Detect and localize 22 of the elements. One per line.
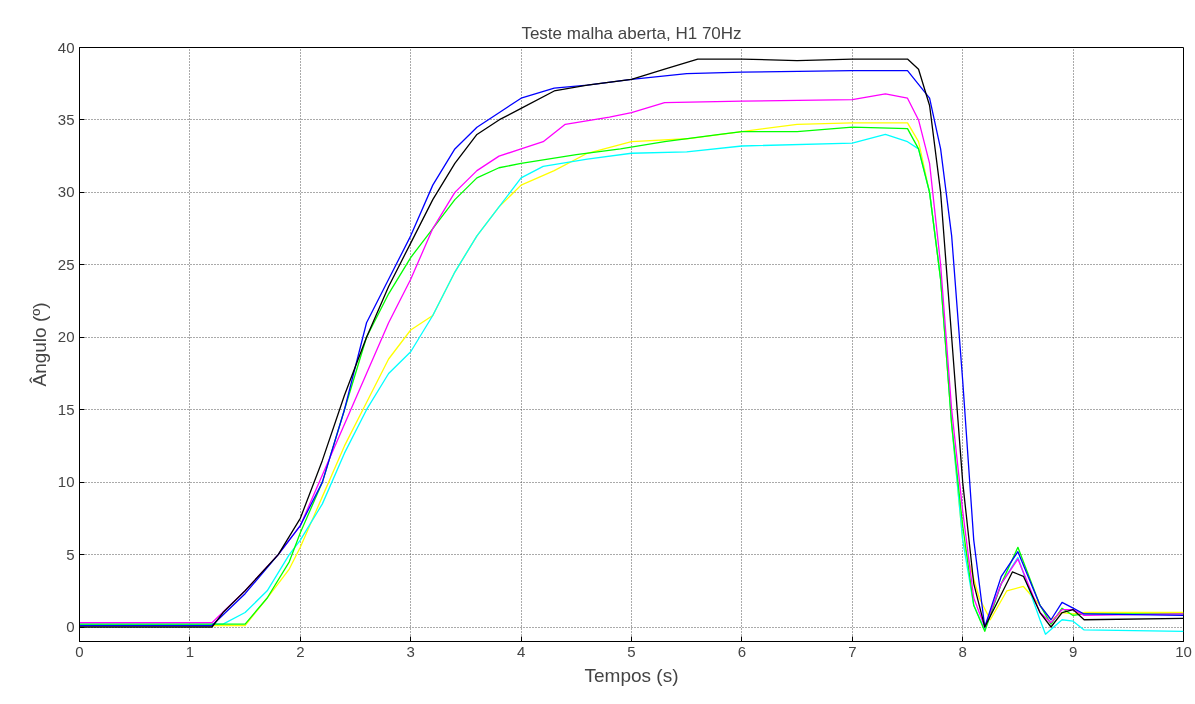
y-tick-label: 5 — [66, 545, 75, 563]
x-tick-label: 4 — [516, 642, 526, 660]
y-tick-label: 40 — [57, 38, 75, 56]
x-tick-label: 1 — [185, 642, 195, 660]
chart-title: Teste malha aberta, H1 70Hz — [521, 23, 742, 43]
y-tick-label: 15 — [57, 400, 75, 418]
y-tick-label: 30 — [57, 183, 75, 201]
x-tick-label: 8 — [958, 642, 967, 660]
y-axis-title: Ângulo (º) — [28, 302, 50, 387]
x-tick-label: 9 — [1068, 642, 1078, 660]
y-tick-label: 25 — [57, 255, 75, 273]
x-tick-label: 10 — [1175, 642, 1192, 660]
x-tick-label: 3 — [406, 642, 415, 660]
x-tick-label: 6 — [737, 642, 747, 660]
y-tick-label: 35 — [57, 110, 75, 128]
x-tick-label: 2 — [296, 642, 305, 660]
x-tick-label: 5 — [627, 642, 636, 660]
y-tick-label: 0 — [66, 618, 75, 636]
x-axis-title: Tempos (s) — [584, 664, 679, 686]
y-tick-label: 10 — [57, 473, 75, 491]
x-tick-label: 7 — [848, 642, 857, 660]
y-tick-label: 20 — [57, 328, 75, 346]
